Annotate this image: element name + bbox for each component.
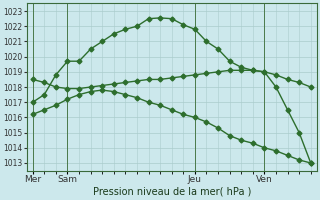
X-axis label: Pression niveau de la mer( hPa ): Pression niveau de la mer( hPa ): [92, 187, 251, 197]
